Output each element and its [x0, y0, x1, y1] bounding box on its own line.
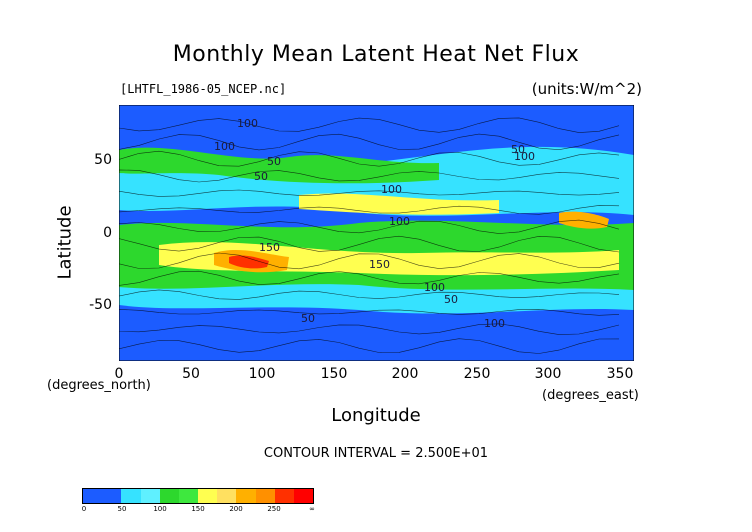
- contour-line: [119, 205, 620, 215]
- x-tick-label: 100: [248, 366, 276, 382]
- colorbar-segment: [198, 489, 218, 503]
- colorbar-segment: [217, 489, 237, 503]
- x-axis-label: Longitude: [331, 405, 421, 426]
- y-tick-label: 0: [103, 225, 112, 241]
- flux-band: [229, 255, 269, 269]
- contour-label: 100: [514, 150, 535, 163]
- contour-line: [119, 252, 620, 270]
- y-axis-label: Latitude: [54, 205, 76, 280]
- contour-label: 100: [484, 317, 505, 330]
- contour-interval-label: CONTOUR INTERVAL = 2.500E+01: [263, 446, 489, 461]
- x-tick-label: 250: [463, 366, 491, 382]
- colorbar-tick-label: 200: [229, 505, 243, 513]
- x-axis-units: (degrees_east): [542, 388, 639, 403]
- contour-line: [119, 219, 620, 234]
- colorbar-segment: [274, 489, 294, 503]
- contour-label: 50: [511, 143, 525, 156]
- colorbar-segment: [83, 489, 103, 503]
- flux-band: [119, 147, 439, 184]
- colorbar-tick-label: 250: [267, 505, 281, 513]
- units-label: (units:W/m^2): [531, 80, 642, 98]
- colorbar-segment: [255, 489, 275, 503]
- x-tick-label: 50: [182, 366, 200, 382]
- contour-line: [119, 235, 620, 253]
- x-tick-label: 200: [391, 366, 419, 382]
- contour-line: [119, 338, 620, 354]
- contour-line: [119, 117, 620, 133]
- contour-label: 150: [259, 241, 280, 254]
- colorbar-segment: [102, 489, 122, 503]
- y-axis-units: (degrees_north): [47, 378, 151, 393]
- contour-label: 100: [237, 117, 258, 130]
- contour-line: [119, 169, 620, 183]
- colorbar-tick-label: 100: [153, 505, 167, 513]
- x-tick-label: 300: [534, 366, 562, 382]
- colorbar-segment: [121, 489, 141, 503]
- y-tick-label: 50: [94, 152, 112, 168]
- contour-label: 100: [381, 183, 402, 196]
- colorbar-segment: [140, 489, 160, 503]
- contour-line: [119, 308, 620, 316]
- file-label: [LHTFL_1986-05_NCEP.nc]: [120, 82, 287, 96]
- colorbar: [82, 488, 314, 504]
- colorbar-tick-label: ∞: [309, 505, 315, 513]
- colorbar-segment: [236, 489, 256, 503]
- contour-line: [119, 133, 620, 151]
- contour-line: [119, 289, 620, 300]
- x-tick-label: 350: [606, 366, 634, 382]
- contour-label: 100: [389, 215, 410, 228]
- x-tick-label: 150: [320, 366, 348, 382]
- chart-title: Monthly Mean Latent Heat Net Flux: [172, 42, 580, 67]
- colorbar-tick-label: 50: [117, 505, 127, 513]
- colorbar-tick-label: 0: [81, 505, 87, 513]
- y-tick-label: -50: [89, 297, 112, 313]
- colorbar-segment: [178, 489, 199, 503]
- contour-line: [119, 323, 620, 335]
- contour-lines: [119, 117, 620, 354]
- contour-line: [119, 270, 620, 286]
- contour-label: 150: [369, 258, 390, 271]
- contour-label: 100: [424, 281, 445, 294]
- contour-line: [119, 189, 620, 197]
- contour-line: [119, 150, 620, 167]
- contour-label: 50: [301, 312, 315, 325]
- contour-label: 50: [267, 155, 281, 168]
- contour-label: 50: [254, 170, 268, 183]
- contour-label: 50: [444, 293, 458, 306]
- colorbar-tick-label: 150: [191, 505, 205, 513]
- x-tick-label: 0: [114, 366, 124, 382]
- colorbar-segment: [159, 489, 179, 503]
- flux-band: [559, 211, 609, 229]
- contour-label: 100: [214, 140, 235, 153]
- colorbar-segment: [293, 489, 314, 503]
